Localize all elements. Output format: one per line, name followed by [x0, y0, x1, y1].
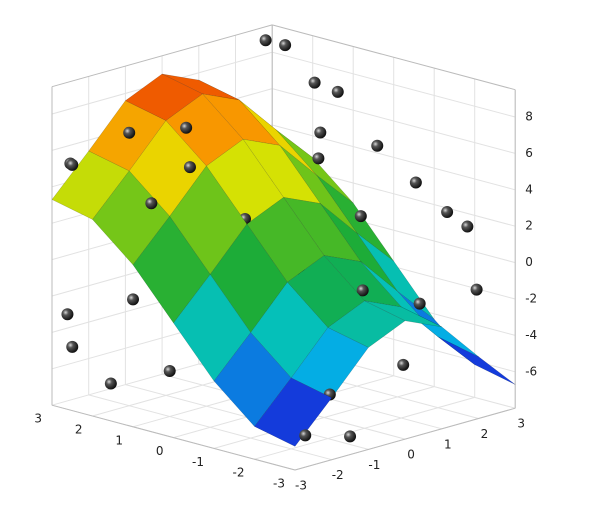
z-tick-label: -6 — [525, 364, 537, 378]
box-edge — [51, 24, 273, 88]
scatter-point — [413, 297, 426, 310]
scatter-point — [312, 152, 325, 165]
scatter-point — [145, 197, 158, 210]
scatter-point — [461, 220, 474, 233]
scatter-point — [180, 121, 193, 134]
x-tick-label: -1 — [192, 455, 204, 469]
surface-patch — [209, 223, 288, 333]
y-tick-label: 1 — [444, 437, 452, 451]
x-tick-label: 3 — [34, 412, 42, 426]
scatter-point — [66, 340, 79, 353]
x-tick-label: 2 — [75, 423, 83, 437]
z-tick-label: 2 — [525, 219, 533, 233]
surface-patch — [128, 120, 207, 217]
z-tick-label: -4 — [525, 328, 537, 342]
y-tick-label: -2 — [332, 468, 344, 482]
scatter-point — [441, 206, 454, 219]
scatter-point — [470, 283, 483, 296]
scatter-point — [299, 429, 312, 442]
scatter-point — [123, 126, 136, 139]
surface-patch — [437, 336, 516, 385]
scatter-point — [314, 126, 327, 139]
scatter-point — [61, 308, 74, 321]
scatter-point — [371, 139, 384, 152]
scatter-point — [183, 161, 196, 174]
scatter-point — [259, 34, 272, 47]
scatter-point — [409, 176, 422, 189]
scatter-point — [344, 430, 357, 443]
scatter-point — [66, 158, 79, 171]
z-tick-label: 8 — [525, 110, 533, 124]
scatter-point — [127, 293, 139, 306]
x-tick-label: 0 — [156, 444, 164, 458]
scatter-point — [397, 358, 410, 371]
scatter-point — [331, 85, 344, 98]
y-tick-label: 3 — [517, 417, 525, 431]
x-tick-label: -2 — [233, 466, 245, 480]
scatter-point — [104, 377, 117, 390]
y-tick-label: -1 — [368, 458, 380, 472]
scatter-point — [163, 365, 176, 377]
scatter-point — [354, 210, 367, 223]
x-tick-label: 1 — [115, 433, 123, 447]
scatter-point — [308, 76, 321, 89]
z-tick-label: 6 — [525, 146, 533, 160]
box-edge — [272, 24, 516, 91]
scatter-point — [279, 39, 292, 52]
y-tick-label: 2 — [481, 427, 489, 441]
z-tick-label: 4 — [525, 182, 533, 196]
grid-line — [254, 396, 475, 460]
y-tick-label: 0 — [407, 448, 415, 462]
x-tick-label: -3 — [273, 477, 285, 491]
surface-patch — [254, 377, 333, 447]
box-edge — [294, 407, 516, 471]
surface-patch — [201, 93, 281, 146]
y-tick-label: -3 — [295, 479, 307, 493]
z-tick-label: -2 — [525, 292, 537, 306]
surface-patch — [327, 300, 406, 348]
grid-line — [213, 386, 435, 449]
z-tick-label: 0 — [525, 255, 533, 269]
scatter-point — [356, 284, 369, 297]
box-edge — [51, 404, 296, 471]
